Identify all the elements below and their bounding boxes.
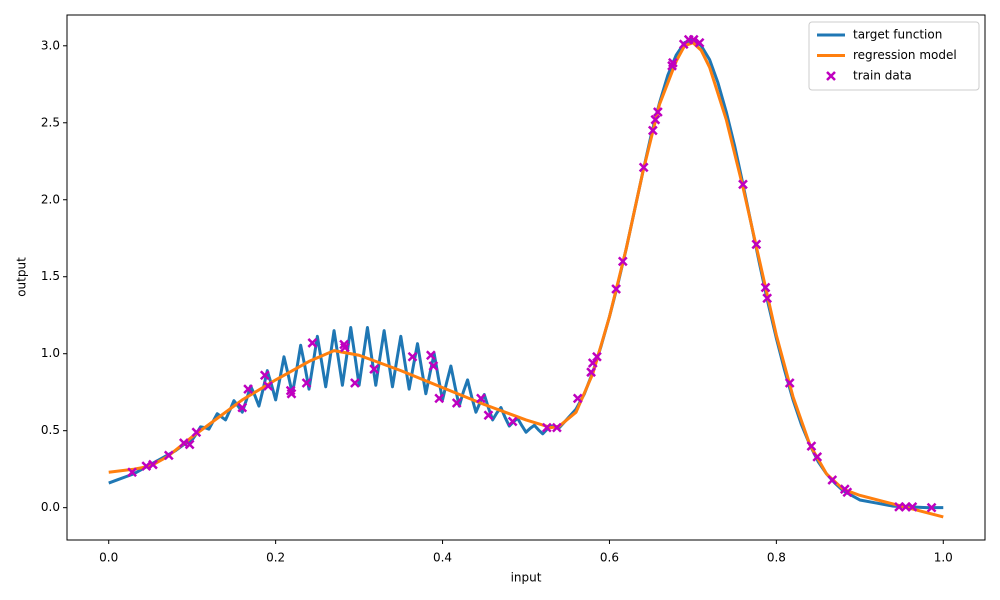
train-point (184, 439, 195, 450)
train-point (163, 450, 174, 461)
train-point (307, 338, 318, 348)
train-point (572, 393, 583, 404)
series-line (108, 38, 944, 510)
legend-box (808, 21, 980, 91)
legend-label: regression model (853, 48, 957, 62)
train-point (760, 282, 771, 293)
x-tick-label: 0.4 (433, 551, 452, 565)
train-point (638, 162, 649, 173)
train-point (907, 502, 918, 512)
train-point (369, 364, 379, 374)
series-line (108, 41, 944, 519)
train-point (476, 393, 486, 404)
train-point (301, 378, 312, 388)
train-point (738, 179, 748, 190)
train-point (407, 351, 418, 362)
train-point (652, 107, 663, 117)
y-tick-label: 0.5 (41, 423, 60, 437)
x-tick-label: 0.8 (767, 551, 786, 565)
train-point (425, 350, 436, 361)
y-axis-label: output (15, 257, 29, 297)
train-point (541, 422, 552, 433)
train-point (617, 256, 628, 267)
train-point (191, 427, 202, 438)
legend-label: train data (853, 69, 912, 83)
train-point (350, 378, 360, 388)
y-tick-label: 1.5 (41, 269, 60, 283)
train-point (141, 461, 152, 471)
train-point (428, 361, 439, 371)
train-point (650, 114, 661, 125)
train-point (812, 451, 823, 462)
train-point (127, 467, 137, 478)
x-axis-label: input (511, 571, 542, 585)
x-tick-label: 0.6 (600, 551, 619, 565)
train-point (451, 398, 462, 408)
train-point (148, 459, 158, 470)
train-point (611, 284, 622, 294)
x-tick-label: 0.0 (99, 551, 118, 565)
train-point (586, 367, 596, 378)
legend-marker (826, 71, 836, 81)
train-point (926, 502, 937, 513)
train-point (827, 475, 838, 485)
train-point (340, 342, 350, 353)
train-point (592, 351, 602, 362)
train-point (259, 370, 270, 381)
y-tick-label: 1.0 (41, 346, 60, 360)
train-point (762, 293, 773, 304)
axes-frame (66, 14, 986, 541)
train-point (286, 388, 297, 399)
train-point (237, 402, 248, 413)
train-point (842, 487, 853, 498)
train-point (507, 416, 518, 427)
train-point (688, 34, 699, 45)
y-tick-label: 0.0 (41, 500, 60, 514)
train-point (806, 441, 817, 451)
train-point (551, 422, 562, 433)
legend-label: target function (853, 28, 942, 42)
train-point (647, 125, 658, 136)
train-point (784, 378, 795, 388)
train-point (263, 381, 274, 391)
train-point (667, 57, 678, 68)
train-point (587, 358, 598, 368)
train-point (434, 393, 445, 404)
train-point (751, 239, 762, 250)
y-tick-label: 2.0 (41, 192, 60, 206)
train-point (483, 410, 494, 421)
train-point (694, 37, 705, 48)
x-tick-label: 0.2 (266, 551, 285, 565)
y-tick-label: 3.0 (41, 38, 60, 52)
train-point (243, 384, 253, 395)
plot-area (108, 34, 944, 519)
y-tick-label: 2.5 (41, 115, 60, 129)
x-tick-label: 1.0 (934, 551, 953, 565)
